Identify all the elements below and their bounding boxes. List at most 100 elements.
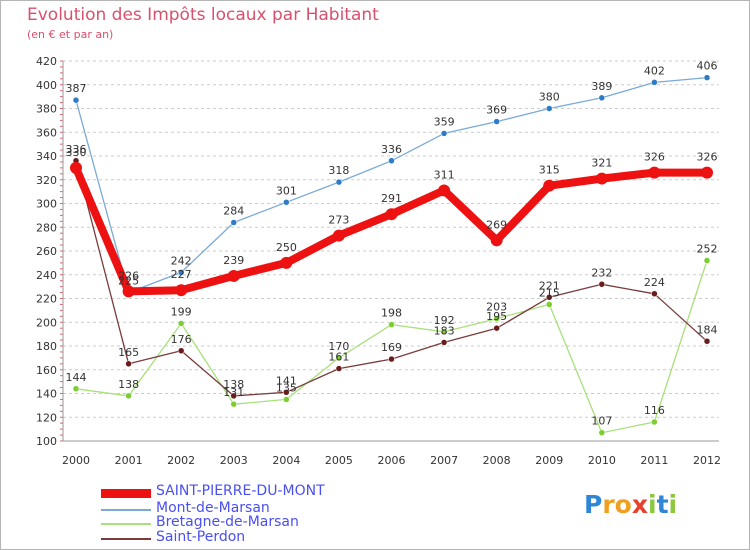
logo-letter: o [614, 490, 632, 519]
data-point [283, 389, 290, 396]
x-tick-label: 2001 [115, 454, 143, 467]
y-tick-label: 140 [36, 388, 57, 401]
data-label: 224 [644, 276, 665, 289]
chart-subtitle: (en € et par an) [27, 28, 114, 41]
data-label: 242 [171, 254, 192, 267]
data-label: 380 [539, 91, 560, 104]
legend-swatch-saint-perdon [101, 538, 151, 540]
data-label: 144 [66, 371, 87, 384]
data-label: 215 [539, 286, 560, 299]
data-label: 198 [381, 307, 402, 320]
data-point [122, 285, 135, 298]
data-point [177, 347, 185, 354]
data-point [595, 172, 608, 185]
data-label: 232 [591, 266, 612, 279]
data-point [651, 418, 658, 426]
data-point [598, 94, 606, 102]
data-label: 169 [381, 341, 402, 354]
data-label: 301 [276, 184, 297, 197]
data-point [490, 234, 503, 247]
data-label: 221 [539, 279, 560, 292]
data-label: 336 [381, 143, 402, 156]
data-point [598, 281, 606, 288]
y-tick-label: 220 [36, 293, 57, 306]
y-tick-label: 180 [36, 340, 57, 353]
data-label: 184 [697, 323, 718, 336]
data-label: 176 [171, 333, 192, 346]
data-point [125, 392, 132, 400]
x-tick-label: 2005 [325, 454, 353, 467]
data-point [388, 321, 395, 328]
x-tick-label: 2010 [588, 454, 616, 467]
data-point [280, 256, 293, 269]
data-label: 138 [118, 378, 139, 391]
data-point [230, 400, 237, 408]
data-label: 406 [697, 60, 718, 73]
y-tick-label: 320 [36, 174, 57, 187]
data-point [72, 385, 80, 392]
data-label: 284 [223, 205, 244, 218]
data-point [648, 166, 661, 179]
data-point [703, 74, 711, 81]
data-point [230, 392, 237, 400]
legend-label-saint-perdon: Saint-Perdon [156, 529, 246, 545]
data-point [335, 178, 343, 186]
data-label: 226 [118, 269, 139, 282]
data-point [546, 105, 553, 112]
data-point [546, 301, 553, 308]
data-label: 321 [591, 157, 612, 170]
data-point [227, 269, 240, 282]
data-label: 387 [66, 82, 87, 95]
data-label: 402 [644, 64, 665, 77]
x-tick-label: 2002 [167, 454, 195, 467]
data-label: 318 [328, 164, 349, 177]
y-tick-label: 120 [36, 411, 57, 424]
data-point [651, 290, 658, 297]
data-point [177, 269, 185, 276]
data-point [598, 429, 606, 436]
data-label: 116 [644, 404, 665, 417]
data-label: 315 [539, 164, 560, 177]
data-label: 165 [118, 346, 139, 359]
data-point [440, 328, 448, 335]
y-tick-label: 160 [36, 364, 57, 377]
data-label: 227 [171, 268, 192, 281]
data-label: 170 [328, 340, 349, 353]
data-point [335, 354, 343, 362]
data-label: 311 [434, 168, 455, 181]
x-tick-label: 2004 [272, 454, 300, 467]
data-point [335, 365, 343, 372]
data-point [703, 257, 711, 264]
data-label: 107 [591, 415, 612, 428]
data-label: 199 [171, 305, 192, 318]
data-label: 225 [118, 275, 139, 288]
data-point [438, 184, 451, 197]
data-point [230, 219, 237, 226]
data-label: 250 [276, 241, 297, 254]
data-label: 195 [486, 310, 507, 323]
logo-letter: i [648, 490, 657, 519]
legend-label-bretagne-de-marsan: Bretagne-de-Marsan [156, 514, 299, 530]
y-tick-label: 420 [36, 55, 57, 68]
legend-swatch-saint-pierre [101, 489, 151, 498]
data-label: 336 [66, 143, 87, 156]
data-point [175, 284, 188, 297]
data-label: 141 [276, 374, 297, 387]
data-point [493, 118, 500, 125]
data-label: 138 [223, 378, 244, 391]
y-tick-label: 260 [36, 245, 57, 258]
data-point [283, 199, 290, 206]
y-tick-label: 340 [36, 150, 57, 163]
data-label: 252 [697, 243, 718, 256]
data-point [388, 157, 395, 164]
x-tick-label: 2009 [535, 454, 563, 467]
y-tick-label: 380 [36, 103, 57, 116]
data-label: 326 [644, 151, 665, 164]
data-point [493, 315, 500, 322]
logo-letter: t [656, 490, 669, 519]
legend-swatch-bretagne-de-marsan [101, 523, 151, 525]
data-point [651, 79, 658, 86]
x-tick-label: 2006 [378, 454, 406, 467]
data-point [493, 324, 500, 332]
